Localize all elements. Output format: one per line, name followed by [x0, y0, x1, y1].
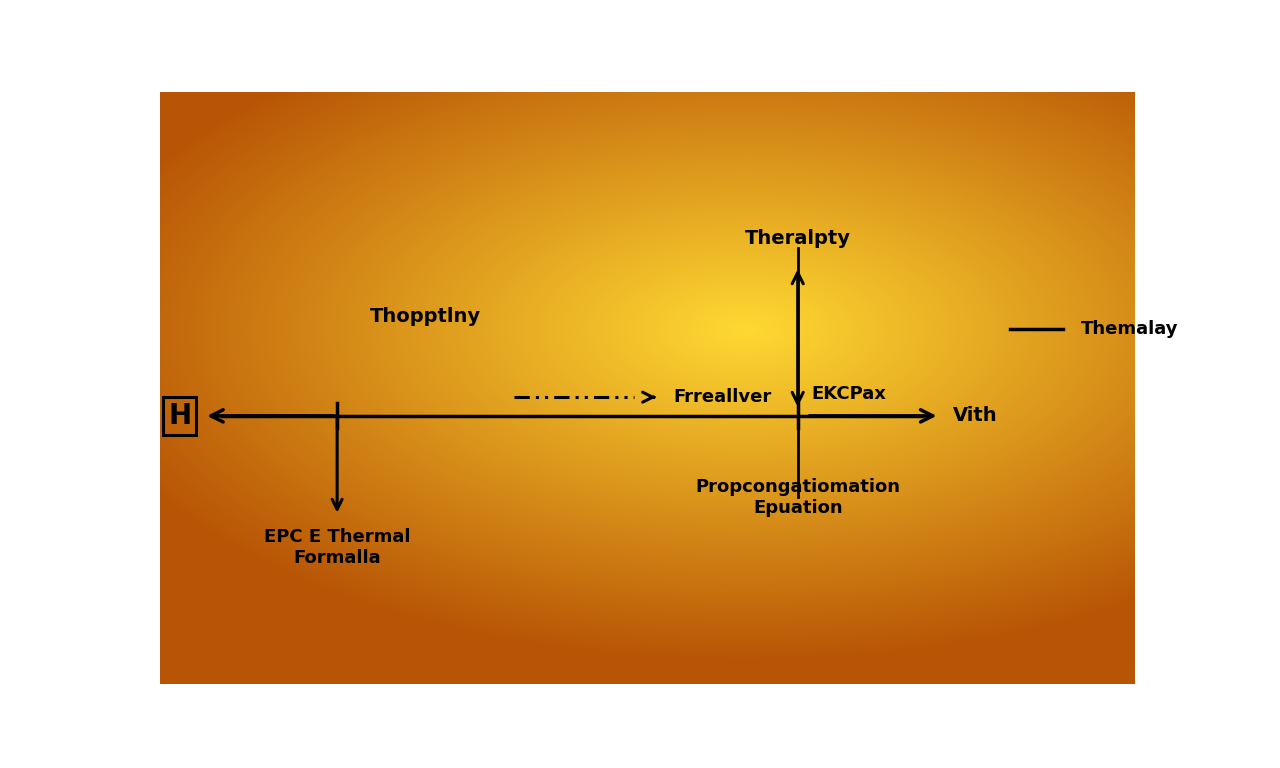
- Text: Thopptlny: Thopptlny: [370, 306, 481, 326]
- Text: Propcongatiomation
Epuation: Propcongatiomation Epuation: [695, 478, 900, 517]
- Text: Frreallver: Frreallver: [673, 388, 772, 406]
- Text: Theralpty: Theralpty: [745, 229, 851, 248]
- Text: $\mathbf{H}$: $\mathbf{H}$: [169, 402, 191, 430]
- Text: EKCPax: EKCPax: [812, 386, 886, 403]
- Text: Themalay: Themalay: [1082, 319, 1179, 338]
- Text: EPC E Thermal
Formalla: EPC E Thermal Formalla: [264, 528, 411, 567]
- Text: Vith: Vith: [952, 406, 997, 425]
